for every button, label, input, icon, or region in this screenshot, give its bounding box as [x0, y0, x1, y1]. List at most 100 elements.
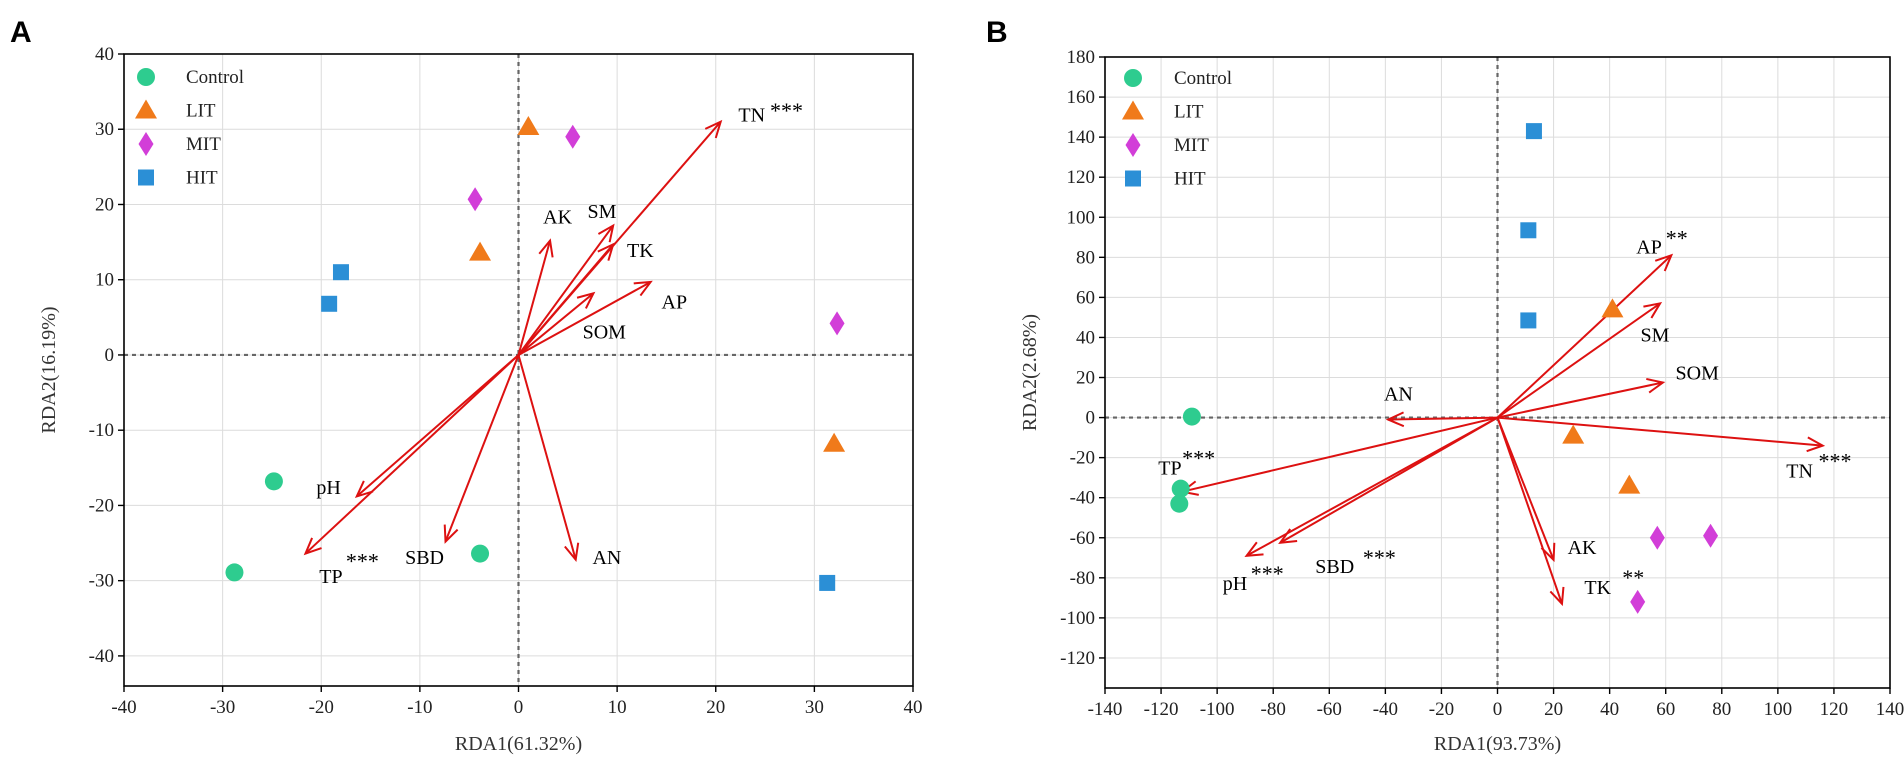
vector-label: AN — [592, 547, 621, 569]
vector-sm: SM — [1496, 301, 1670, 419]
vector-label: SM — [588, 201, 617, 223]
x-tick-label: 40 — [904, 697, 923, 718]
data-point — [1182, 407, 1201, 426]
vector-label: SBD — [1315, 556, 1354, 578]
x-tick-label: 10 — [608, 697, 627, 718]
y-tick-label: 60 — [1076, 287, 1095, 308]
vector-shaft — [1496, 417, 1563, 605]
vector-ph: pH *** — [1223, 416, 1498, 595]
x-tick-label: -20 — [309, 697, 334, 718]
x-tick-label: -20 — [1429, 699, 1454, 720]
y-tick-label: 40 — [1076, 327, 1095, 348]
vector-label: TK — [1584, 577, 1611, 599]
vector-label: TK — [627, 240, 654, 262]
x-tick-label: -10 — [407, 697, 432, 718]
panel-B: B -140 -120 -100 -80 -60 -40 -20 0 20 40 60 80 100 120… — [986, 16, 1904, 755]
vector-arrowhead — [1385, 411, 1405, 428]
vector-shaft — [1496, 254, 1673, 419]
x-tick-label: 120 — [1820, 699, 1849, 720]
vector-arrowhead — [597, 223, 615, 243]
legend-marker-control — [137, 68, 155, 86]
panel-letter: B — [986, 16, 1008, 49]
data-point — [829, 311, 845, 336]
y-axis-title: RDA2(2.68%) — [1019, 314, 1041, 431]
vector-label: TN — [738, 105, 765, 127]
panel-letter: A — [10, 16, 32, 49]
vector-tp: TP*** — [303, 354, 520, 588]
vector-sbd: SBD *** — [1278, 416, 1498, 578]
y-tick-label: 30 — [95, 119, 114, 140]
x-axis-title: RDA1(61.32%) — [455, 733, 582, 755]
x-tick-label: -40 — [111, 697, 136, 718]
y-tick-label: -60 — [1070, 528, 1095, 549]
vector-arrowhead — [303, 537, 322, 556]
vector-label: pH — [1223, 573, 1247, 595]
data-point — [823, 432, 846, 452]
vector-ph: pH — [316, 354, 520, 499]
data-point — [332, 264, 349, 281]
legend-marker-lit — [1122, 100, 1144, 120]
x-tick-label: -80 — [1261, 699, 1286, 720]
vector-ak: AK — [1496, 417, 1597, 563]
data-point — [1649, 525, 1665, 550]
x-tick-label: 60 — [1656, 699, 1675, 720]
vector-arrowhead — [564, 542, 580, 562]
y-tick-label: 140 — [1067, 127, 1096, 148]
vector-tk: TK ** — [1496, 417, 1644, 607]
x-tick-label: 20 — [1544, 699, 1563, 720]
vector-arrowhead — [1540, 542, 1556, 563]
legend-label: Control — [186, 67, 244, 88]
vector-arrowhead — [1549, 586, 1565, 607]
vector-label: AK — [1568, 537, 1597, 559]
panel-A: A -40 -30 -20 -10 0 10 20 30 40 40 30 20 10 0 -10 -20 -30… — [10, 16, 923, 755]
data-point — [469, 241, 492, 261]
vector-shaft — [1388, 416, 1498, 421]
x-tick-label: -120 — [1144, 699, 1179, 720]
y-tick-label: -80 — [1070, 568, 1095, 589]
y-axis-title: RDA2(16.19%) — [38, 306, 60, 433]
y-tick-label: -120 — [1060, 648, 1095, 669]
data-point — [1525, 123, 1542, 140]
y-tick-label: 180 — [1067, 47, 1096, 68]
legend-label: LIT — [186, 101, 216, 122]
y-tick-label: -20 — [1070, 448, 1095, 469]
data-point — [1630, 589, 1646, 614]
vector-shaft — [444, 354, 520, 542]
vector-label: SM — [1640, 324, 1669, 346]
y-tick-label: 10 — [95, 270, 114, 291]
y-tick-label: 20 — [1076, 368, 1095, 389]
vector-arrowhead — [1654, 253, 1674, 272]
vector-arrowhead — [443, 524, 459, 544]
vector-tk: TK — [517, 240, 654, 356]
vector-arrowhead — [538, 238, 554, 258]
vector-arrowhead — [1646, 377, 1666, 394]
vector-label: TP — [319, 566, 342, 588]
vector-arrowhead — [704, 119, 723, 139]
vector-label: AP — [662, 291, 688, 313]
vector-shaft — [517, 240, 552, 356]
x-tick-label: 140 — [1876, 699, 1904, 720]
vector-arrowhead — [1278, 528, 1298, 544]
x-tick-label: 20 — [706, 697, 725, 718]
y-tick-label: 20 — [95, 194, 114, 215]
vector-shaft — [517, 292, 595, 356]
legend: Control LIT MIT HIT — [135, 67, 244, 189]
x-axis-title: RDA1(93.73%) — [1434, 733, 1561, 755]
vector-ap: AP — [518, 280, 688, 356]
legend-marker-mit — [138, 132, 154, 156]
legend-marker-lit — [135, 99, 157, 119]
y-tick-label: -30 — [89, 571, 114, 592]
x-tick-label: 0 — [514, 697, 524, 718]
vector-label: TN — [1786, 461, 1813, 483]
vector-som: SOM — [517, 291, 626, 356]
legend-label: MIT — [186, 134, 221, 155]
vector-label: TP — [1158, 458, 1181, 480]
series-hit — [1520, 123, 1542, 329]
legend: Control LIT MIT HIT — [1122, 68, 1232, 190]
vector-label: SBD — [405, 547, 444, 569]
y-tick-label: 80 — [1076, 247, 1095, 268]
significance-label: *** — [1363, 545, 1396, 570]
y-tick-label: -40 — [89, 646, 114, 667]
legend-label: Control — [1174, 68, 1232, 89]
vector-shaft — [1496, 417, 1555, 561]
